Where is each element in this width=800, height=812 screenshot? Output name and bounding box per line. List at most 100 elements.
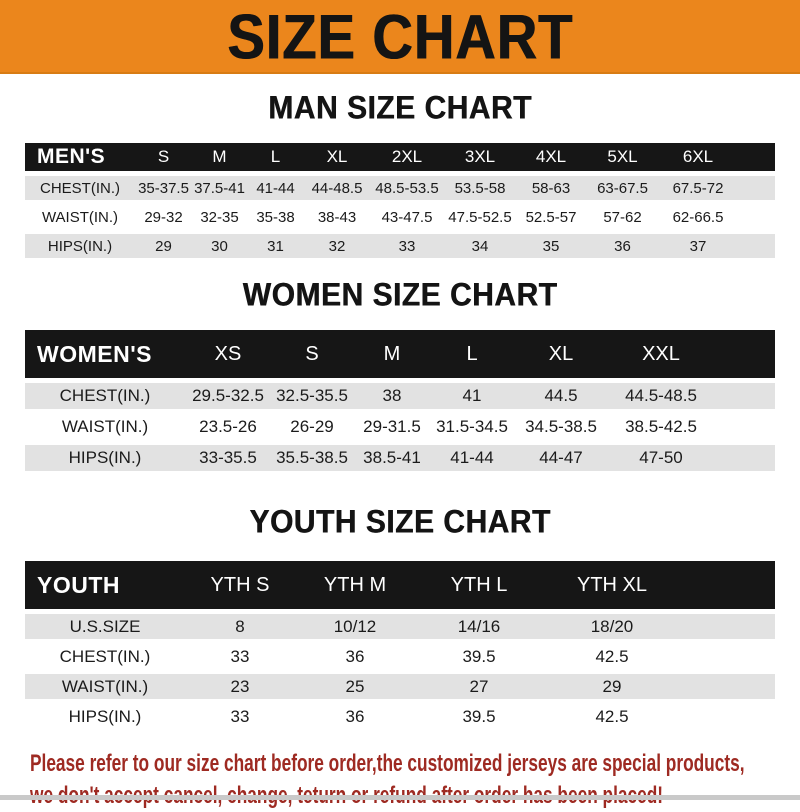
table-row: CHEST(IN.) 29.5-32.5 32.5-35.5 38 41 44.5 44.5… [25,383,775,409]
value-cell: 29-31.5 [353,414,431,440]
value-cell: 23 [185,674,295,699]
header-spacer-cell [737,143,775,171]
value-cell: 32-35 [192,205,247,229]
value-cell: 47-50 [609,445,713,471]
header-spacer-cell [681,561,775,609]
size-column-header: YTH L [415,561,543,609]
value-cell: 38 [353,383,431,409]
value-cell: 47.5-52.5 [444,205,516,229]
row-label-cell: HIPS(IN.) [25,234,135,258]
size-column-header: 6XL [659,143,737,171]
value-cell: 38.5-41 [353,445,431,471]
row-spacer-cell [681,644,775,669]
value-cell: 33 [370,234,444,258]
size-column-header: S [135,143,192,171]
men-header-row: MEN'S S M L XL 2XL 3XL 4XL 5XL 6XL [25,143,775,171]
size-column-header: 5XL [586,143,659,171]
youth-header-row: YOUTH YTH S YTH M YTH L YTH XL [25,561,775,609]
youth-section-title: YOUTH SIZE CHART [249,504,551,541]
value-cell: 63-67.5 [586,176,659,200]
table-row: WAIST(IN.) 23.5-26 26-29 29-31.5 31.5-34.5 34… [25,414,775,440]
size-column-header: YTH M [295,561,415,609]
row-label-cell: CHEST(IN.) [25,383,185,409]
man-section-title: MAN SIZE CHART [268,90,532,127]
value-cell: 34.5-38.5 [513,414,609,440]
value-cell: 18/20 [543,614,681,639]
value-cell: 41-44 [247,176,304,200]
row-spacer-cell [713,383,775,409]
row-spacer-cell [681,674,775,699]
value-cell: 33 [185,704,295,729]
value-cell: 14/16 [415,614,543,639]
size-column-header: M [192,143,247,171]
value-cell: 31 [247,234,304,258]
table-row: HIPS(IN.) 33-35.5 35.5-38.5 38.5-41 41-44 44-… [25,445,775,471]
value-cell: 39.5 [415,644,543,669]
value-cell: 30 [192,234,247,258]
table-row: CHEST(IN.) 33 36 39.5 42.5 [25,644,775,669]
header-spacer-cell [713,330,775,378]
order-policy-note: Please refer to our size chart before or… [30,748,800,812]
value-cell: 25 [295,674,415,699]
value-cell: 42.5 [543,644,681,669]
value-cell: 37.5-41 [192,176,247,200]
table-label-header: MEN'S [25,143,135,171]
size-column-header: L [247,143,304,171]
size-column-header: L [431,330,513,378]
value-cell: 34 [444,234,516,258]
value-cell: 42.5 [543,704,681,729]
note-line-1: Please refer to our size chart before or… [30,750,745,777]
value-cell: 36 [295,644,415,669]
table-label-header: WOMEN'S [25,330,185,378]
women-header-row: WOMEN'S XS S M L XL XXL [25,330,775,378]
value-cell: 58-63 [516,176,586,200]
row-label-cell: HIPS(IN.) [25,445,185,471]
row-label-cell: WAIST(IN.) [25,674,185,699]
row-label-cell: WAIST(IN.) [25,414,185,440]
value-cell: 10/12 [295,614,415,639]
value-cell: 33-35.5 [185,445,271,471]
table-label-header: YOUTH [25,561,185,609]
table-row: WAIST(IN.) 29-32 32-35 35-38 38-43 43-47.5 47.… [25,205,775,229]
value-cell: 37 [659,234,737,258]
value-cell: 29.5-32.5 [185,383,271,409]
row-spacer-cell [681,614,775,639]
value-cell: 38.5-42.5 [609,414,713,440]
row-label-cell: WAIST(IN.) [25,205,135,229]
value-cell: 39.5 [415,704,543,729]
row-spacer-cell [737,205,775,229]
value-cell: 35-38 [247,205,304,229]
value-cell: 27 [415,674,543,699]
value-cell: 67.5-72 [659,176,737,200]
value-cell: 29 [543,674,681,699]
size-column-header: XL [513,330,609,378]
youth-size-table: YOUTH YTH S YTH M YTH L YTH XL U.S.SIZE 8 10/1… [25,556,775,734]
value-cell: 29-32 [135,205,192,229]
value-cell: 44.5 [513,383,609,409]
value-cell: 43-47.5 [370,205,444,229]
banner-title: SIZE CHART [227,0,573,72]
table-row: HIPS(IN.) 33 36 39.5 42.5 [25,704,775,729]
size-column-header: XXL [609,330,713,378]
value-cell: 35-37.5 [135,176,192,200]
size-column-header: S [271,330,353,378]
women-size-table: WOMEN'S XS S M L XL XXL CHEST(IN.) 29.5-32.5 32.… [25,325,775,476]
value-cell: 53.5-58 [444,176,516,200]
value-cell: 35 [516,234,586,258]
value-cell: 31.5-34.5 [431,414,513,440]
value-cell: 62-66.5 [659,205,737,229]
size-column-header: 3XL [444,143,516,171]
value-cell: 32 [304,234,370,258]
value-cell: 8 [185,614,295,639]
size-column-header: XS [185,330,271,378]
size-column-header: 2XL [370,143,444,171]
row-label-cell: CHEST(IN.) [25,644,185,669]
value-cell: 44.5-48.5 [609,383,713,409]
value-cell: 57-62 [586,205,659,229]
value-cell: 41-44 [431,445,513,471]
value-cell: 26-29 [271,414,353,440]
men-size-table: MEN'S S M L XL 2XL 3XL 4XL 5XL 6XL CHEST(IN.) 35-3… [25,138,775,263]
row-label-cell: CHEST(IN.) [25,176,135,200]
size-column-header: YTH S [185,561,295,609]
size-column-header: M [353,330,431,378]
